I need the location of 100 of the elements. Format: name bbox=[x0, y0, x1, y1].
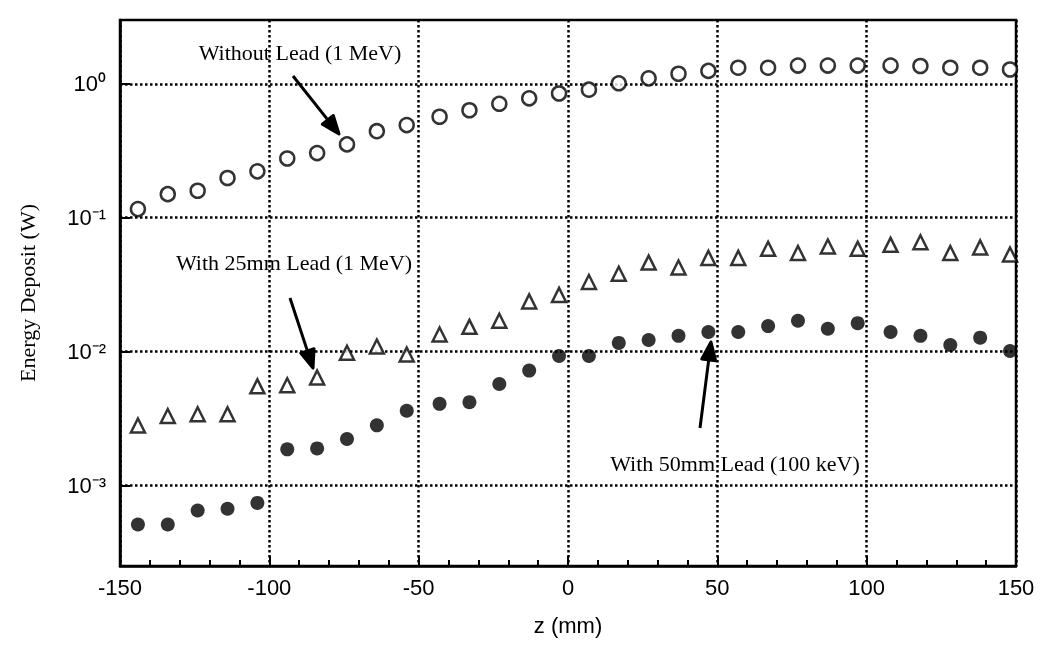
point bbox=[1001, 246, 1019, 263]
point bbox=[640, 70, 657, 87]
x-tick-label: 50 bbox=[705, 574, 730, 600]
point bbox=[461, 102, 478, 119]
point bbox=[189, 406, 206, 423]
point bbox=[308, 369, 326, 386]
x-tick-label: -100 bbox=[247, 574, 292, 600]
point bbox=[971, 59, 989, 76]
point bbox=[279, 377, 296, 394]
point bbox=[912, 234, 929, 251]
y-axis-title: Energy Deposit (W) bbox=[14, 204, 40, 382]
point bbox=[971, 239, 989, 256]
x-tick-label: -150 bbox=[97, 574, 143, 600]
point bbox=[398, 116, 415, 134]
point bbox=[729, 249, 747, 267]
point bbox=[820, 321, 835, 336]
point bbox=[432, 396, 447, 411]
point bbox=[789, 244, 807, 262]
point bbox=[461, 318, 478, 336]
annotation: Without Lead (1 MeV) bbox=[198, 39, 402, 65]
point bbox=[368, 338, 386, 355]
point bbox=[219, 406, 236, 423]
point bbox=[849, 57, 866, 74]
point bbox=[491, 95, 508, 113]
point bbox=[491, 312, 508, 329]
point bbox=[759, 59, 777, 76]
annotation: With 25mm Lead (1 MeV) bbox=[175, 249, 413, 275]
point bbox=[942, 59, 959, 76]
point bbox=[731, 325, 746, 339]
point bbox=[701, 325, 716, 339]
point bbox=[340, 432, 354, 447]
point bbox=[730, 59, 747, 76]
x-tick-label: 100 bbox=[848, 574, 886, 600]
point bbox=[398, 346, 415, 363]
point bbox=[1001, 61, 1019, 78]
x-tick-label: 150 bbox=[997, 574, 1035, 600]
point bbox=[580, 273, 598, 291]
point bbox=[550, 286, 568, 304]
point bbox=[220, 501, 235, 516]
point bbox=[129, 417, 147, 434]
point bbox=[129, 200, 147, 218]
point bbox=[670, 65, 687, 82]
point bbox=[492, 377, 507, 392]
point bbox=[338, 344, 356, 361]
point bbox=[610, 75, 628, 92]
point bbox=[520, 293, 538, 310]
point bbox=[159, 407, 177, 425]
point bbox=[250, 495, 265, 510]
point bbox=[462, 395, 477, 410]
point bbox=[159, 185, 177, 203]
point bbox=[369, 418, 384, 433]
point bbox=[882, 57, 899, 74]
point bbox=[789, 57, 807, 74]
point bbox=[610, 265, 628, 283]
point bbox=[249, 378, 266, 395]
point bbox=[249, 163, 266, 180]
point bbox=[850, 316, 865, 331]
point bbox=[550, 85, 568, 102]
point bbox=[219, 169, 236, 187]
point bbox=[280, 442, 295, 457]
x-tick-label: -50 bbox=[402, 574, 435, 600]
point bbox=[368, 122, 386, 140]
y-tick-label: 10⁰ bbox=[73, 71, 106, 97]
point bbox=[520, 90, 538, 107]
point bbox=[640, 254, 657, 271]
point bbox=[942, 244, 959, 262]
point bbox=[611, 335, 626, 350]
point bbox=[849, 240, 866, 258]
point bbox=[883, 325, 898, 339]
point bbox=[160, 517, 175, 532]
point bbox=[943, 337, 958, 352]
point bbox=[522, 363, 537, 378]
point bbox=[700, 62, 717, 80]
point bbox=[308, 144, 326, 162]
point bbox=[189, 182, 206, 199]
point bbox=[973, 330, 988, 345]
point bbox=[552, 348, 567, 363]
point bbox=[279, 150, 296, 167]
point bbox=[819, 57, 837, 74]
point bbox=[431, 108, 448, 125]
point bbox=[431, 326, 448, 343]
point bbox=[759, 240, 777, 258]
point bbox=[761, 319, 776, 334]
point bbox=[581, 348, 596, 363]
y-tick-label: 10⁻² bbox=[67, 339, 106, 365]
y-tick-label: 10⁻³ bbox=[67, 472, 106, 498]
point bbox=[671, 328, 686, 343]
point bbox=[399, 403, 414, 418]
point bbox=[882, 236, 899, 254]
point bbox=[641, 333, 656, 347]
point bbox=[670, 259, 687, 276]
point bbox=[190, 503, 205, 518]
point bbox=[819, 238, 837, 255]
point bbox=[700, 249, 717, 267]
x-axis-title: z (mm) bbox=[533, 612, 603, 638]
point bbox=[913, 328, 928, 343]
point bbox=[310, 441, 325, 456]
point bbox=[580, 81, 598, 98]
point bbox=[790, 313, 805, 328]
x-tick-label: 0 bbox=[561, 574, 575, 600]
